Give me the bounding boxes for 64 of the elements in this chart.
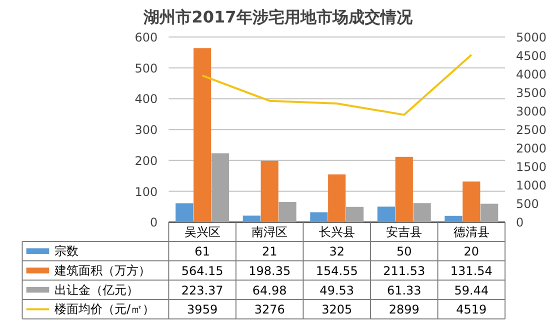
y2-tick-label: 2000 [516, 142, 547, 156]
x-tick-label: 南浔区 [252, 224, 288, 239]
data-label: 49.53 [320, 283, 354, 298]
y2-tick-label: 3500 [516, 86, 547, 100]
bar [242, 216, 260, 222]
x-tick-label: 吴兴区 [184, 224, 220, 239]
y-tick-label: 400 [134, 92, 158, 106]
x-tick-label: 长兴县 [318, 224, 355, 239]
y-tick-label: 500 [134, 61, 158, 76]
y-tick-label: 200 [134, 154, 158, 168]
y-tick-label: 600 [134, 30, 158, 45]
y2-tick-label: 2500 [516, 123, 547, 138]
y2-tick-label: 3000 [516, 104, 547, 119]
data-label: 3276 [254, 302, 285, 317]
data-label: 59.44 [454, 283, 489, 298]
bar [176, 203, 194, 222]
data-label: 64.98 [252, 283, 287, 298]
bar [328, 174, 346, 222]
data-label: 3205 [322, 302, 352, 317]
bar [310, 212, 328, 222]
data-label: 21 [262, 244, 278, 259]
legend-label: 出让金（亿元） [54, 282, 139, 297]
chart-title: 湖州市2017年涉宅用地市场成交情况 [142, 8, 414, 26]
data-label: 131.54 [450, 264, 492, 278]
y2-tick-label: 1500 [516, 160, 547, 174]
y-tick-label: 300 [134, 123, 158, 138]
line-series [201, 54, 472, 116]
data-label: 32 [329, 244, 345, 259]
bar [377, 206, 395, 222]
legend-label: 建筑面积（万方） [54, 263, 151, 278]
data-label: 223.37 [181, 283, 224, 298]
data-label: 20 [464, 244, 480, 259]
data-label: 211.53 [383, 264, 426, 278]
data-label: 198.35 [248, 264, 291, 278]
y2-tick-label: 500 [516, 197, 539, 212]
data-label: 61 [194, 244, 210, 259]
bar [260, 160, 278, 222]
y-tick-label: 0 [150, 216, 158, 230]
y2-tick-label: 5000 [516, 30, 547, 45]
legend-label: 楼面均价（元/㎡） [54, 302, 155, 316]
bar [211, 153, 230, 222]
bar [413, 203, 431, 222]
bar [395, 156, 413, 222]
data-label: 61.33 [386, 283, 422, 298]
bar [462, 182, 480, 222]
y-tick-label: 100 [134, 184, 158, 199]
x-tick-label: 安吉县 [386, 224, 422, 239]
bar [480, 204, 498, 222]
bar [278, 202, 296, 222]
y2-tick-label: 0 [516, 216, 524, 230]
data-label: 3959 [187, 302, 218, 317]
y2-tick-label: 4000 [516, 68, 547, 82]
bar [444, 216, 462, 222]
y2-tick-label: 4500 [516, 49, 547, 64]
legend-label: 宗数 [54, 244, 79, 258]
data-label: 4519 [456, 302, 487, 317]
x-tick-label: 德清县 [453, 224, 490, 239]
data-label: 2899 [388, 302, 420, 317]
data-label: 564.15 [181, 264, 224, 278]
bar [194, 48, 212, 222]
bar [346, 206, 364, 222]
data-label: 50 [396, 244, 412, 259]
data-label: 154.55 [316, 264, 358, 278]
y2-tick-label: 1000 [516, 178, 547, 193]
